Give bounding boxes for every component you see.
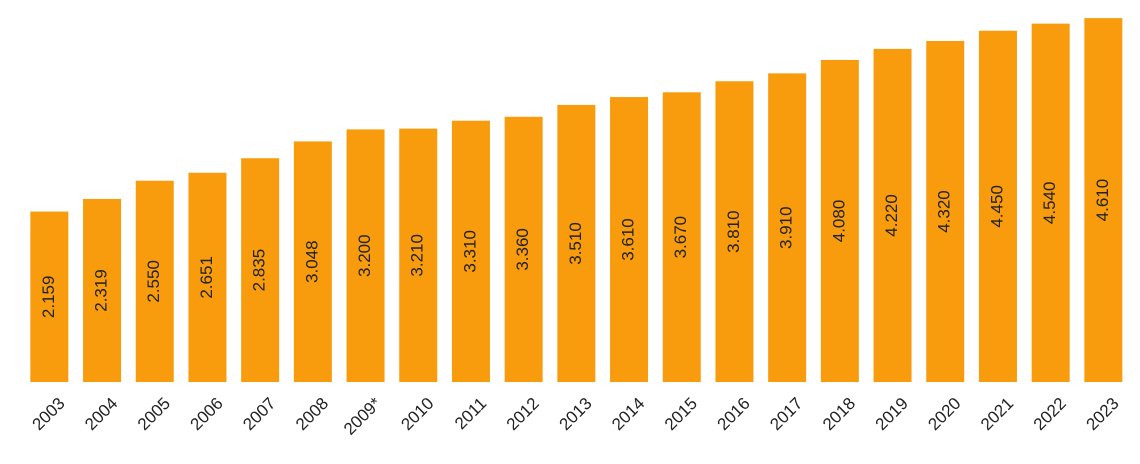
bar [504, 116, 543, 382]
bar [399, 128, 438, 382]
value-label: 3.210 [408, 234, 427, 277]
x-tick-label: 2003 [28, 394, 68, 434]
value-label: 4.450 [987, 185, 1006, 228]
value-label: 2.319 [92, 269, 111, 312]
x-tick-label: 2009* [340, 394, 385, 439]
x-tick-label: 2023 [1082, 394, 1122, 434]
bar [820, 59, 859, 382]
bar [451, 120, 490, 382]
bar [610, 97, 649, 382]
bar [188, 172, 227, 382]
bar [293, 141, 332, 382]
bar [135, 180, 174, 382]
value-label: 3.360 [513, 228, 532, 271]
bar [873, 48, 912, 382]
value-label: 4.610 [1093, 179, 1112, 222]
bar [926, 40, 965, 383]
bar [557, 104, 596, 382]
value-label: 2.835 [250, 249, 269, 292]
x-tick-label: 2018 [819, 394, 859, 434]
x-tick-label: 2019 [872, 394, 912, 434]
x-tick-label: 2021 [977, 394, 1017, 434]
x-tick-label: 2004 [81, 394, 121, 434]
x-tick-label: 2010 [397, 394, 437, 434]
x-tick-label: 2006 [187, 394, 227, 434]
x-tick-label: 2014 [608, 394, 648, 434]
value-label: 2.651 [197, 256, 216, 299]
value-label: 3.610 [619, 218, 638, 261]
bar [1084, 18, 1123, 383]
x-tick-label: 2013 [555, 394, 595, 434]
bar [30, 211, 69, 382]
value-label: 2.159 [39, 276, 58, 319]
x-tick-label: 2007 [239, 394, 279, 434]
value-label: 3.670 [671, 216, 690, 259]
bar [715, 81, 754, 383]
bar [978, 30, 1017, 383]
x-tick-label: 2005 [134, 394, 174, 434]
x-tick-label: 2012 [503, 394, 543, 434]
value-label: 3.810 [724, 210, 743, 253]
x-tick-label: 2016 [714, 394, 754, 434]
value-label: 3.200 [355, 234, 374, 277]
value-label: 4.540 [1040, 182, 1059, 225]
value-label: 2.550 [144, 260, 163, 303]
value-label: 4.080 [829, 200, 848, 243]
value-label: 4.220 [882, 194, 901, 237]
x-tick-label: 2008 [292, 394, 332, 434]
bar [662, 92, 701, 382]
value-label: 3.510 [566, 222, 585, 265]
x-tick-label: 2015 [661, 394, 701, 434]
bar [241, 158, 280, 382]
x-tick-label: 2017 [766, 394, 806, 434]
value-label: 3.048 [302, 240, 321, 283]
value-label: 3.910 [777, 206, 796, 249]
x-tick-label: 2020 [924, 394, 964, 434]
x-tick-label: 2011 [451, 394, 490, 433]
bar [83, 198, 122, 382]
bar [768, 73, 807, 383]
x-tick-label: 2022 [1030, 394, 1070, 434]
value-label: 4.320 [935, 190, 954, 233]
bar [346, 129, 385, 382]
bar [1031, 23, 1070, 382]
value-label: 3.310 [460, 230, 479, 273]
